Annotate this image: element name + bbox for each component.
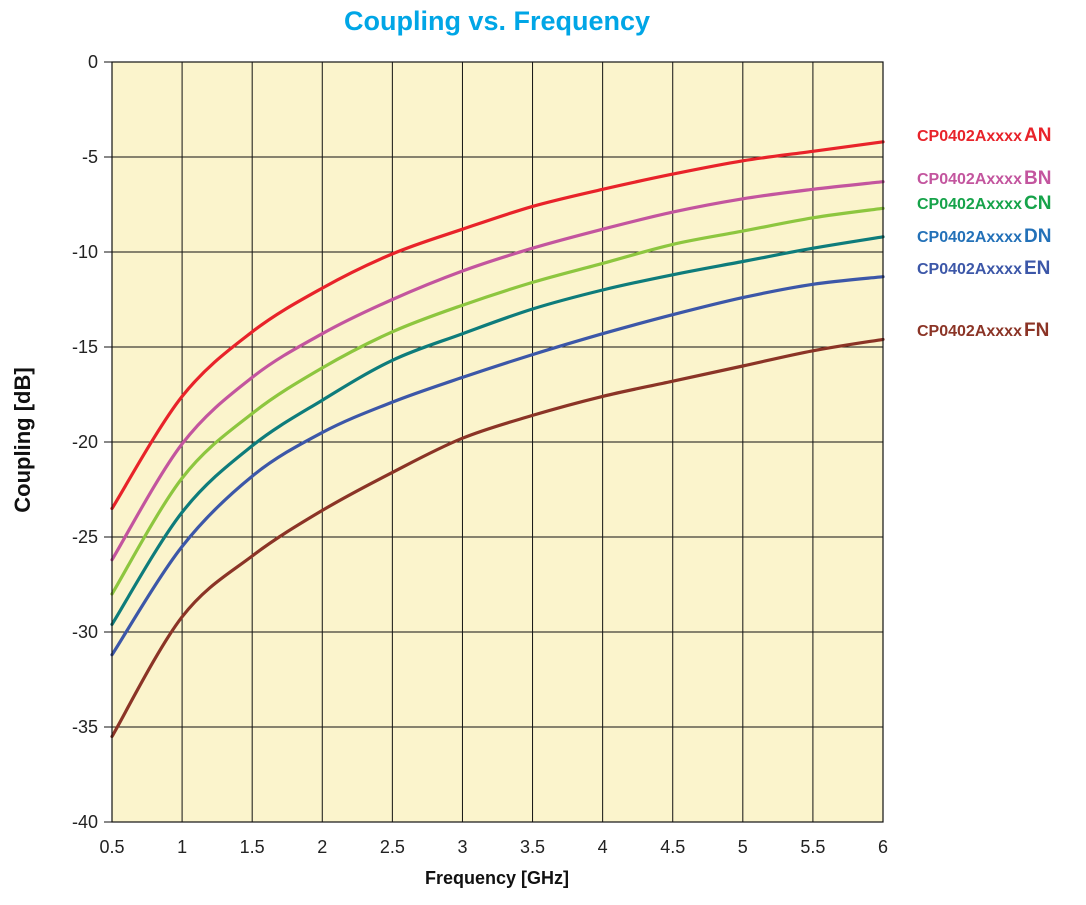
plot-border [111,61,884,823]
x-tick-label: 2.5 [380,837,405,857]
y-tick-label: -40 [72,812,98,832]
x-tick-label: 3 [457,837,467,857]
x-tick-label: 4 [598,837,608,857]
series-line-en [110,275,885,657]
series-line-cn [110,206,885,596]
x-tick-label: 1 [177,837,187,857]
x-tick-label: 5 [738,837,748,857]
series-line-an [110,140,885,511]
x-tick-label: 4.5 [660,837,685,857]
series-lines [110,140,885,739]
legend-entry-dn: CP0402Axxxx DN [917,226,1051,247]
x-tick-label: 2 [317,837,327,857]
series-line-bn [110,180,885,562]
legend-prefix: CP0402Axxxx [917,171,1022,188]
y-tick-label: -5 [82,147,98,167]
legend-suffix: FN [1024,320,1049,341]
legend-suffix: DN [1024,226,1051,247]
legend-prefix: CP0402Axxxx [917,323,1022,340]
legend-entry-fn: CP0402Axxxx FN [917,320,1049,341]
x-tick-label: 3.5 [520,837,545,857]
legend-entry-bn: CP0402Axxxx BN [917,168,1051,189]
legend-suffix: EN [1024,258,1050,279]
y-tick-label: -10 [72,242,98,262]
x-tick-label: 0.5 [99,837,124,857]
legend-prefix: CP0402Axxxx [917,128,1022,145]
legend-suffix: BN [1024,168,1051,189]
y-tick-label: -20 [72,432,98,452]
y-axis-ticks: 0 -5 -10 -15 -20 -25 -30 -35 -40 [72,52,112,832]
legend-prefix: CP0402Axxxx [917,229,1022,246]
y-tick-label: 0 [88,52,98,72]
series-line-fn [110,337,885,739]
series-line-dn [110,235,885,626]
y-tick-label: -15 [72,337,98,357]
chart-title: Coupling vs. Frequency [344,6,650,36]
legend-entry-en: CP0402Axxxx EN [917,258,1050,279]
y-tick-label: -35 [72,717,98,737]
legend-suffix: AN [1024,125,1051,146]
legend-prefix: CP0402Axxxx [917,196,1022,213]
x-tick-label: 5.5 [800,837,825,857]
x-axis-label: Frequency [GHz] [425,868,569,888]
y-tick-label: -30 [72,622,98,642]
legend-prefix: CP0402Axxxx [917,261,1022,278]
y-tick-label: -25 [72,527,98,547]
y-axis-label: Coupling [dB] [10,367,35,512]
x-tick-label: 1.5 [240,837,265,857]
legend-entry-cn: CP0402Axxxx CN [917,193,1051,214]
legend-entry-an: CP0402Axxxx AN [917,125,1051,146]
x-tick-label: 6 [878,837,888,857]
legend-suffix: CN [1024,193,1051,214]
x-axis-ticks: 0.5 1 1.5 2 2.5 3 3.5 4 4.5 5 5.5 6 [99,837,888,857]
